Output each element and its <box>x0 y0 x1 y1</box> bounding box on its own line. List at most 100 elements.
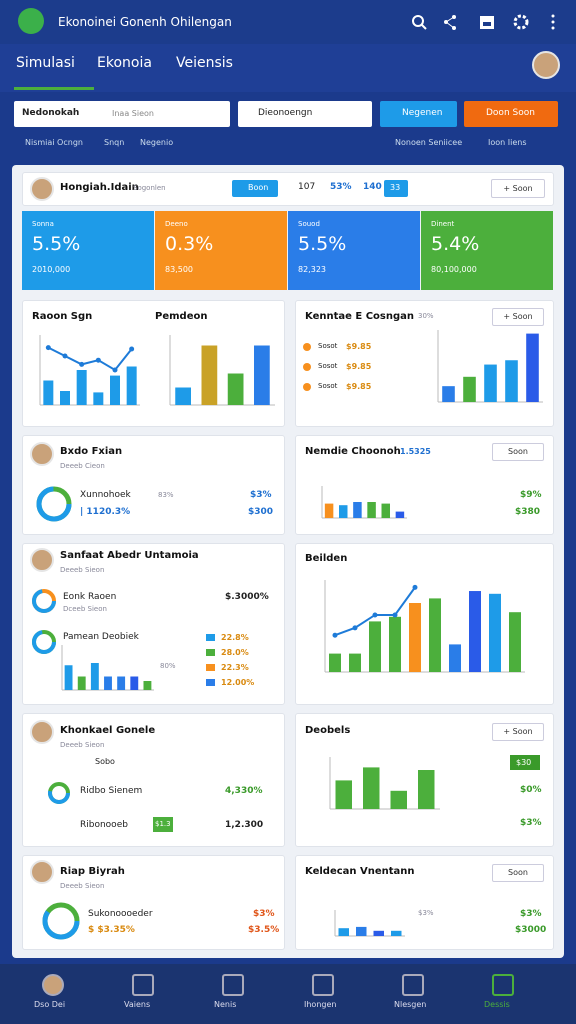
bar <box>356 926 367 936</box>
legend-label: Sosot <box>318 342 338 350</box>
bar <box>90 663 99 690</box>
chart <box>169 335 275 406</box>
bar <box>489 593 501 672</box>
bar <box>60 391 70 405</box>
logo[interactable] <box>18 8 44 34</box>
primary-button[interactable] <box>380 101 457 127</box>
legend-label: Sosot <box>318 362 338 370</box>
link[interactable]: Negenio <box>140 138 174 147</box>
link[interactable]: Snqn <box>104 138 125 147</box>
point <box>62 353 68 359</box>
action-button[interactable]: + Soon <box>491 179 545 198</box>
card-title: Kenntae E Cosngan <box>305 311 415 322</box>
legend-value: 28.0% <box>221 648 249 657</box>
link[interactable]: Nonoen Seniicee <box>395 138 463 147</box>
legend-value: 22.3% <box>221 663 249 672</box>
tab[interactable]: Veiensis <box>176 55 233 71</box>
value: $ $3.35% <box>88 925 135 935</box>
bar <box>254 345 270 405</box>
bar <box>363 767 380 809</box>
avatar <box>30 720 54 744</box>
badge <box>510 755 540 770</box>
search-field[interactable] <box>14 101 230 127</box>
filter-field[interactable] <box>238 101 372 127</box>
nav-label[interactable]: Vaiens <box>124 1000 151 1009</box>
card-title: Khonkael Gonele <box>60 725 156 736</box>
point <box>332 632 338 638</box>
nav-icon[interactable] <box>132 974 154 996</box>
bar <box>201 345 218 405</box>
bar <box>395 511 405 518</box>
nav-label[interactable]: Dso Dei <box>34 1000 66 1009</box>
ring <box>48 782 70 804</box>
nav-label[interactable]: Nlesgen <box>394 1000 427 1009</box>
legend-swatch <box>206 664 215 671</box>
badge-label: 33 <box>390 183 401 192</box>
point <box>79 361 85 367</box>
legend-swatch <box>206 649 215 656</box>
kpi-sub: 83,500 <box>165 265 193 274</box>
card-button[interactable]: + Soon <box>492 308 544 326</box>
panel-button[interactable] <box>232 180 278 197</box>
user-avatar[interactable] <box>532 51 560 79</box>
kpi-tile <box>155 211 287 290</box>
stat: 53% <box>330 182 352 192</box>
stat: 140 <box>363 182 382 192</box>
link[interactable]: Nismiai Ocngn <box>25 138 83 147</box>
bar <box>391 930 402 936</box>
chart <box>334 910 405 937</box>
point <box>45 345 51 351</box>
bar <box>76 370 87 405</box>
button-label: Soon <box>512 312 533 321</box>
bar <box>469 591 481 672</box>
nav-label[interactable]: Dessis <box>484 1000 510 1009</box>
kpi-value: 5.5% <box>32 233 81 255</box>
card-button[interactable]: Soon <box>492 864 544 882</box>
button-label: Doon Soon <box>486 108 535 118</box>
label: Ribonooeb <box>80 820 128 830</box>
bar <box>484 364 497 402</box>
tab[interactable]: Ekonoia <box>97 55 152 71</box>
bar <box>463 376 476 402</box>
bar <box>449 644 461 672</box>
nav-label[interactable]: Ihongen <box>304 1000 337 1009</box>
point <box>95 357 101 363</box>
bar <box>509 612 521 672</box>
card-button[interactable]: + Soon <box>492 723 544 741</box>
legend-value: $9.85 <box>346 382 372 391</box>
nav-icon[interactable] <box>492 974 514 996</box>
value: 1,2.300 <box>225 820 264 830</box>
card-subtitle: Deeeb Sieon <box>60 741 105 749</box>
card-button[interactable]: Soon <box>492 443 544 461</box>
value: 4,330% <box>225 786 263 796</box>
bar <box>390 790 407 809</box>
legend-swatch <box>206 679 215 686</box>
nav-icon[interactable] <box>42 974 64 996</box>
stat: $3% <box>418 909 434 917</box>
chart <box>61 645 154 691</box>
panel-title: Hongiah.Idain <box>60 182 139 193</box>
legend-dot <box>303 343 311 351</box>
nav-label[interactable]: Nenis <box>214 1000 237 1009</box>
bar <box>175 387 191 405</box>
tab[interactable]: Simulasi <box>16 55 75 71</box>
bar <box>117 676 126 690</box>
bar <box>505 360 518 402</box>
toolbar-icons[interactable] <box>408 12 568 34</box>
secondary-button[interactable] <box>464 101 558 127</box>
link[interactable]: Ioon Iiens <box>488 138 527 147</box>
bar <box>126 366 137 405</box>
card-title: Sanfaat Abedr Untamoia <box>60 550 199 561</box>
legend-dot <box>303 363 311 371</box>
nav-icon[interactable] <box>402 974 424 996</box>
value: $3% <box>520 818 542 828</box>
bar <box>526 333 539 402</box>
legend-value: $9.85 <box>346 362 372 371</box>
bar <box>353 502 362 518</box>
nav-icon[interactable] <box>312 974 334 996</box>
nav-icon[interactable] <box>222 974 244 996</box>
kpi-value: 5.5% <box>298 233 347 255</box>
ring <box>32 589 56 613</box>
bar <box>367 502 376 518</box>
legend-value: 12.00% <box>221 678 255 687</box>
